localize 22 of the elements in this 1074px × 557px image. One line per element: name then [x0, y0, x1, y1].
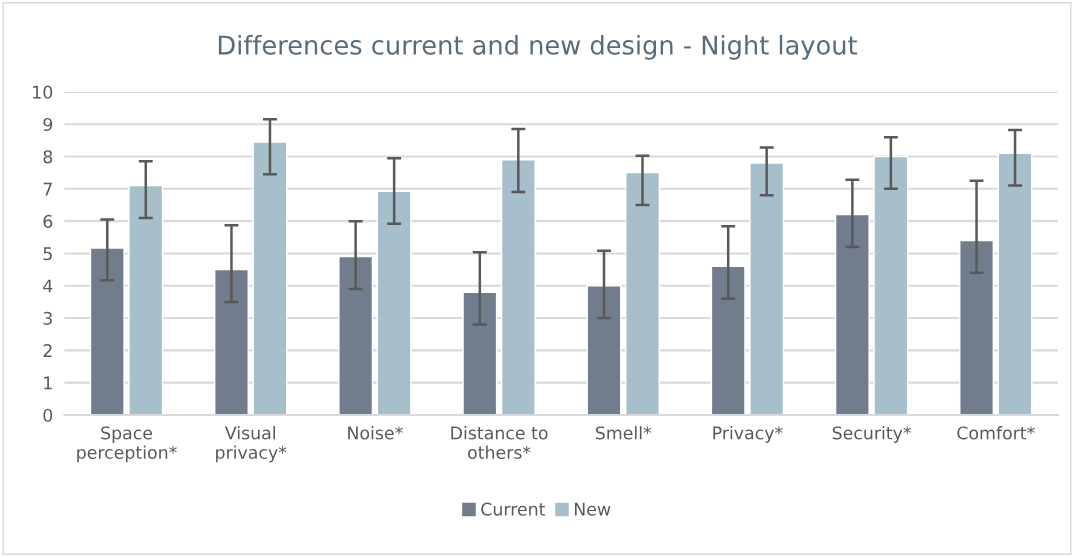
- y-tick-label: 5: [43, 247, 52, 261]
- x-tick-label: Comfort*: [957, 426, 1035, 440]
- x-tick-label: Privacy*: [713, 426, 783, 443]
- chart-title: Differences current and new design - Night layout: [218, 34, 857, 60]
- y-tick-label: 8: [43, 150, 53, 164]
- y-tick-label: 7: [43, 182, 52, 196]
- y-tick-label: 0: [43, 408, 53, 422]
- x-tick-label: Smell*: [595, 426, 652, 440]
- x-tick-label: Security*: [832, 426, 912, 443]
- legend-label: New: [574, 502, 611, 516]
- y-tick-label: 10: [33, 85, 53, 99]
- y-tick-label: 9: [43, 117, 53, 132]
- y-tick-label: 4: [43, 279, 53, 293]
- y-tick-label: 3: [43, 311, 52, 325]
- y-tick-label: 6: [43, 214, 53, 228]
- x-tick-label: Space perception*: [77, 426, 177, 463]
- legend-label: Current: [481, 502, 546, 516]
- y-tick-label: 2: [43, 344, 52, 357]
- x-tick-label: Distance to others*: [451, 426, 548, 459]
- x-tick-label: Noise*: [348, 426, 403, 440]
- y-tick-label: 1: [44, 376, 52, 390]
- x-tick-label: Visual privacy*: [216, 426, 287, 463]
